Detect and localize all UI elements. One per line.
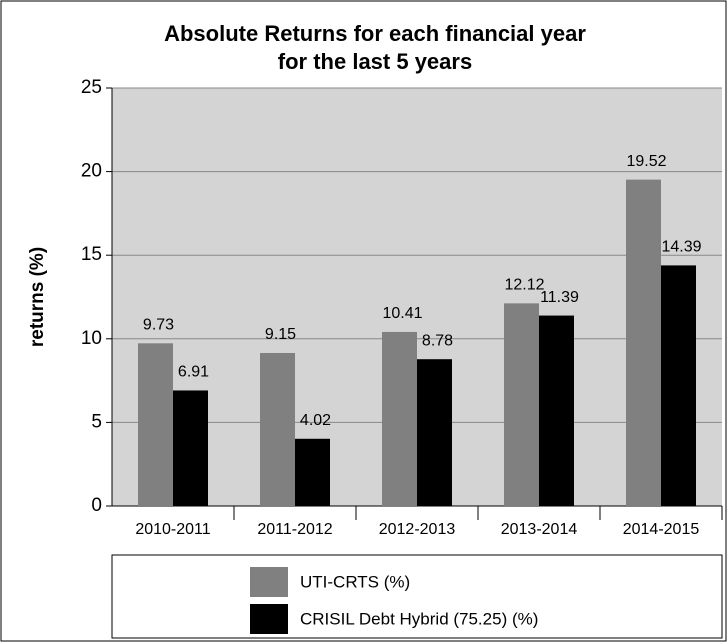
legend-label: CRISIL Debt Hybrid (75.25) (%) [300, 609, 538, 628]
value-label: 14.39 [661, 239, 701, 256]
x-tick-label: 2014-2015 [623, 521, 700, 538]
value-label: 12.12 [504, 277, 544, 294]
value-label: 4.02 [300, 412, 331, 429]
legend-swatch [250, 604, 288, 634]
y-axis-label: returns (%) [27, 247, 48, 347]
value-label: 19.52 [626, 153, 666, 170]
legend [111, 554, 723, 639]
y-tick-label: 10 [81, 328, 102, 349]
bar [504, 303, 539, 506]
value-label: 11.39 [540, 289, 579, 306]
value-label: 9.15 [265, 326, 296, 343]
bar [173, 390, 208, 506]
y-tick-label: 15 [81, 244, 102, 265]
x-tick-label: 2010-2011 [135, 521, 210, 538]
chart-title: Absolute Returns for each financial year [164, 21, 586, 46]
bar [661, 265, 696, 506]
chart-title: for the last 5 years [278, 49, 472, 74]
y-tick-label: 0 [91, 495, 102, 516]
x-tick-label: 2012-2013 [379, 521, 456, 538]
value-label: 9.73 [143, 317, 174, 334]
x-tick-label: 2013-2014 [501, 521, 578, 538]
legend-swatch [250, 567, 288, 597]
value-label: 10.41 [382, 305, 422, 322]
y-tick-label: 25 [81, 77, 102, 98]
bar [138, 343, 173, 506]
bar [417, 359, 452, 506]
bar [382, 331, 417, 506]
value-label: 8.78 [422, 332, 453, 349]
bar [295, 438, 330, 506]
bar [626, 179, 661, 506]
y-tick-label: 5 [91, 411, 102, 432]
value-label: 6.91 [178, 364, 209, 381]
y-tick-label: 20 [81, 161, 102, 182]
bar [260, 353, 295, 506]
x-tick-label: 2011-2012 [257, 521, 332, 538]
bar [539, 315, 574, 506]
legend-label: UTI-CRTS (%) [300, 572, 410, 591]
